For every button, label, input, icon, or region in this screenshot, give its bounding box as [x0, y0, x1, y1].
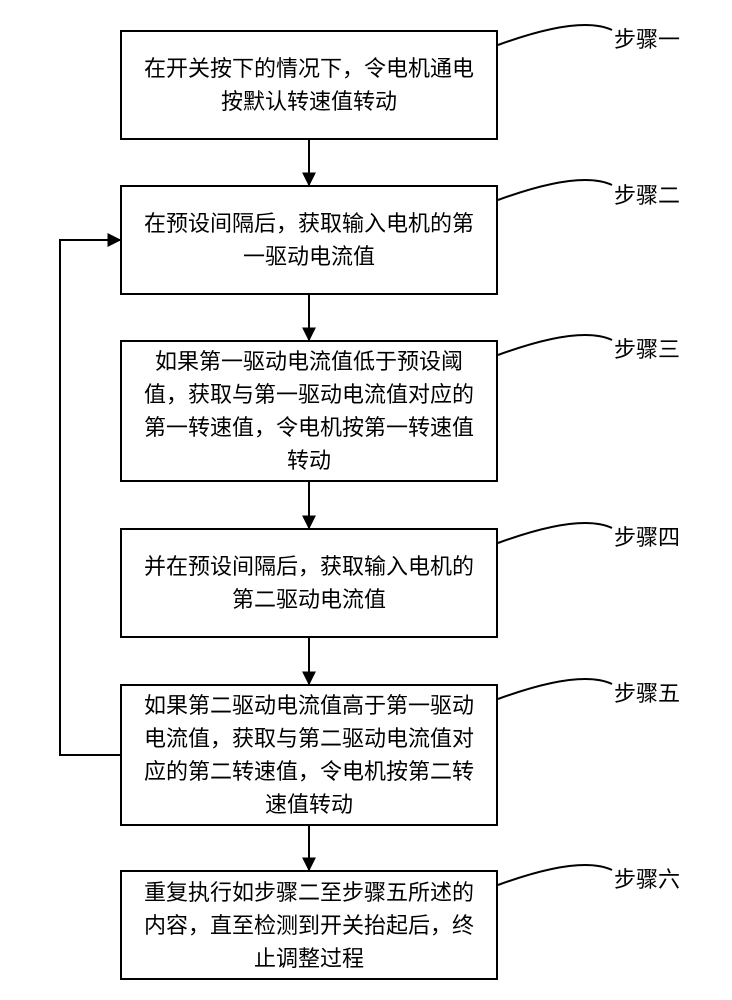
leader-curve-2 — [498, 335, 612, 355]
leader-curve-0 — [498, 25, 612, 45]
flow-edge-5 — [60, 240, 120, 755]
flow-node-step-5: 如果第二驱动电流值高于第一驱动电流值，获取与第二驱动电流值对应的第二转速值，令电… — [120, 684, 498, 826]
step-label-5: 步骤五 — [614, 676, 680, 708]
step-label-6: 步骤六 — [614, 862, 680, 894]
flow-node-step-3: 如果第一驱动电流值低于预设阈值，获取与第一驱动电流值对应的第一转速值，令电机按第… — [120, 340, 498, 482]
flow-node-step-2: 在预设间隔后，获取输入电机的第一驱动电流值 — [120, 185, 498, 295]
flowchart-canvas: 在开关按下的情况下，令电机通电按默认转速值转动 步骤一在预设间隔后，获取输入电机的… — [0, 0, 732, 1000]
step-label-1: 步骤一 — [614, 22, 680, 54]
step-label-3: 步骤三 — [614, 332, 680, 364]
flow-node-step-4: 并在预设间隔后，获取输入电机的第二驱动电流值 — [120, 528, 498, 638]
flow-node-text: 在预设间隔后，获取输入电机的第一驱动电流值 — [140, 207, 478, 273]
leader-curve-1 — [498, 180, 612, 200]
step-label-2: 步骤二 — [614, 178, 680, 210]
flow-node-step-1: 在开关按下的情况下，令电机通电按默认转速值转动 — [120, 30, 498, 140]
flow-node-text: 在开关按下的情况下，令电机通电按默认转速值转动 — [140, 52, 478, 118]
leader-curve-5 — [498, 865, 612, 885]
flow-node-text: 如果第二驱动电流值高于第一驱动电流值，获取与第二驱动电流值对应的第二转速值，令电… — [140, 689, 478, 821]
flow-node-step-6: 重复执行如步骤二至步骤五所述的内容，直至检测到开关抬起后，终止调整过程 — [120, 870, 498, 980]
leader-curve-3 — [498, 523, 612, 543]
leader-curve-4 — [498, 679, 612, 699]
flow-node-text: 重复执行如步骤二至步骤五所述的内容，直至检测到开关抬起后，终止调整过程 — [140, 876, 478, 975]
flow-arrows — [0, 0, 732, 1000]
flow-node-text: 并在预设间隔后，获取输入电机的第二驱动电流值 — [140, 550, 478, 616]
flow-node-text: 如果第一驱动电流值低于预设阈值，获取与第一驱动电流值对应的第一转速值，令电机按第… — [140, 345, 478, 477]
step-label-4: 步骤四 — [614, 520, 680, 552]
